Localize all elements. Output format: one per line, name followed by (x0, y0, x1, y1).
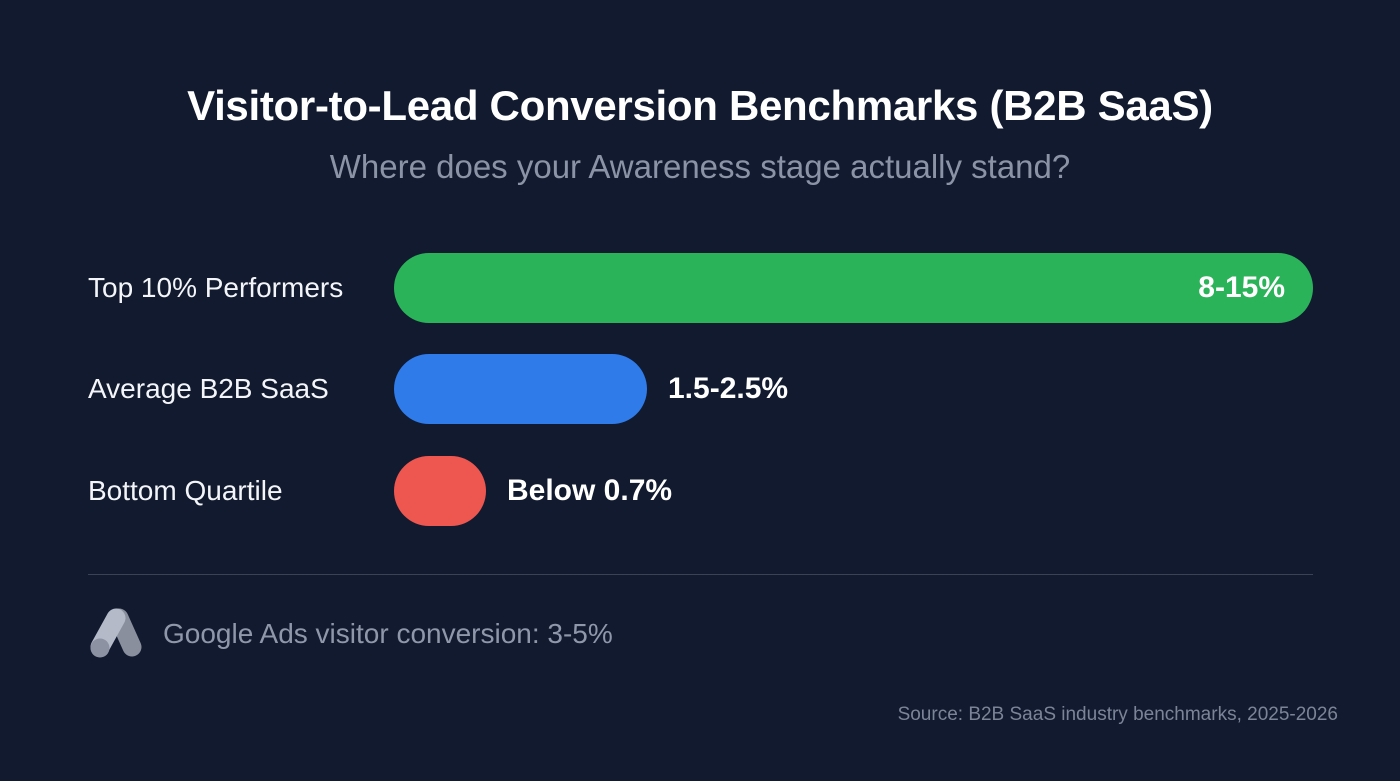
bar-row-bottom-quartile: Bottom Quartile Below 0.7% (0, 456, 1400, 526)
chart-subtitle: Where does your Awareness stage actually… (329, 148, 1071, 185)
bar-value: 8-15% (1198, 271, 1285, 304)
google-ads-note: Google Ads visitor conversion: 3-5% (88, 606, 613, 662)
bar-top-performers (394, 253, 1313, 323)
divider (88, 574, 1313, 575)
bar-row-top-performers: Top 10% Performers 8-15% (0, 253, 1400, 323)
bar-label: Top 10% Performers (88, 272, 344, 303)
bar-label: Average B2B SaaS (88, 373, 329, 404)
bar-value: 1.5-2.5% (668, 372, 789, 405)
bar-bottom-quartile (394, 456, 486, 526)
bar-value: Below 0.7% (507, 474, 673, 507)
google-ads-note-text: Google Ads visitor conversion: 3-5% (163, 618, 613, 649)
source-note: Source: B2B SaaS industry benchmarks, 20… (897, 704, 1338, 725)
chart-title: Visitor-to-Lead Conversion Benchmarks (B… (187, 82, 1213, 129)
google-ads-icon (90, 608, 142, 658)
bar-average (394, 354, 647, 424)
bar-row-average: Average B2B SaaS 1.5-2.5% (0, 354, 1400, 424)
bar-label: Bottom Quartile (88, 475, 283, 506)
